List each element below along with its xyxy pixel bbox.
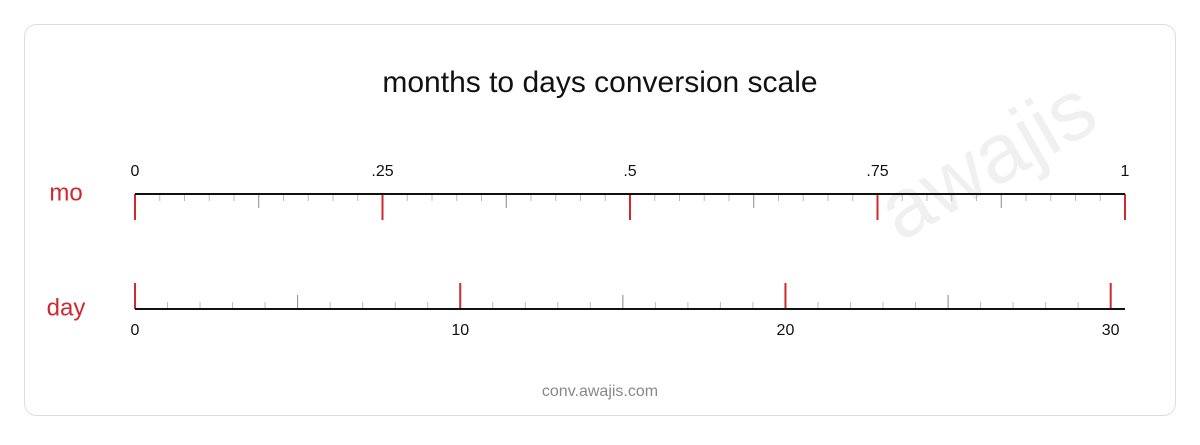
tick-label: 30: [1102, 322, 1120, 339]
unit-label: mo: [49, 179, 82, 206]
tick-label: .5: [623, 163, 636, 180]
tick-label: .25: [371, 163, 393, 180]
footer: conv.awajis.com: [542, 383, 658, 400]
tick-label: 1: [1121, 163, 1130, 180]
tick-label: 0: [131, 163, 140, 180]
tick-label: 0: [131, 322, 140, 339]
tick-label: .75: [866, 163, 888, 180]
card-border: [24, 24, 1176, 416]
tick-label: 20: [777, 322, 795, 339]
unit-label: day: [47, 294, 86, 321]
tick-label: 10: [451, 322, 469, 339]
title: months to days conversion scale: [382, 66, 817, 99]
